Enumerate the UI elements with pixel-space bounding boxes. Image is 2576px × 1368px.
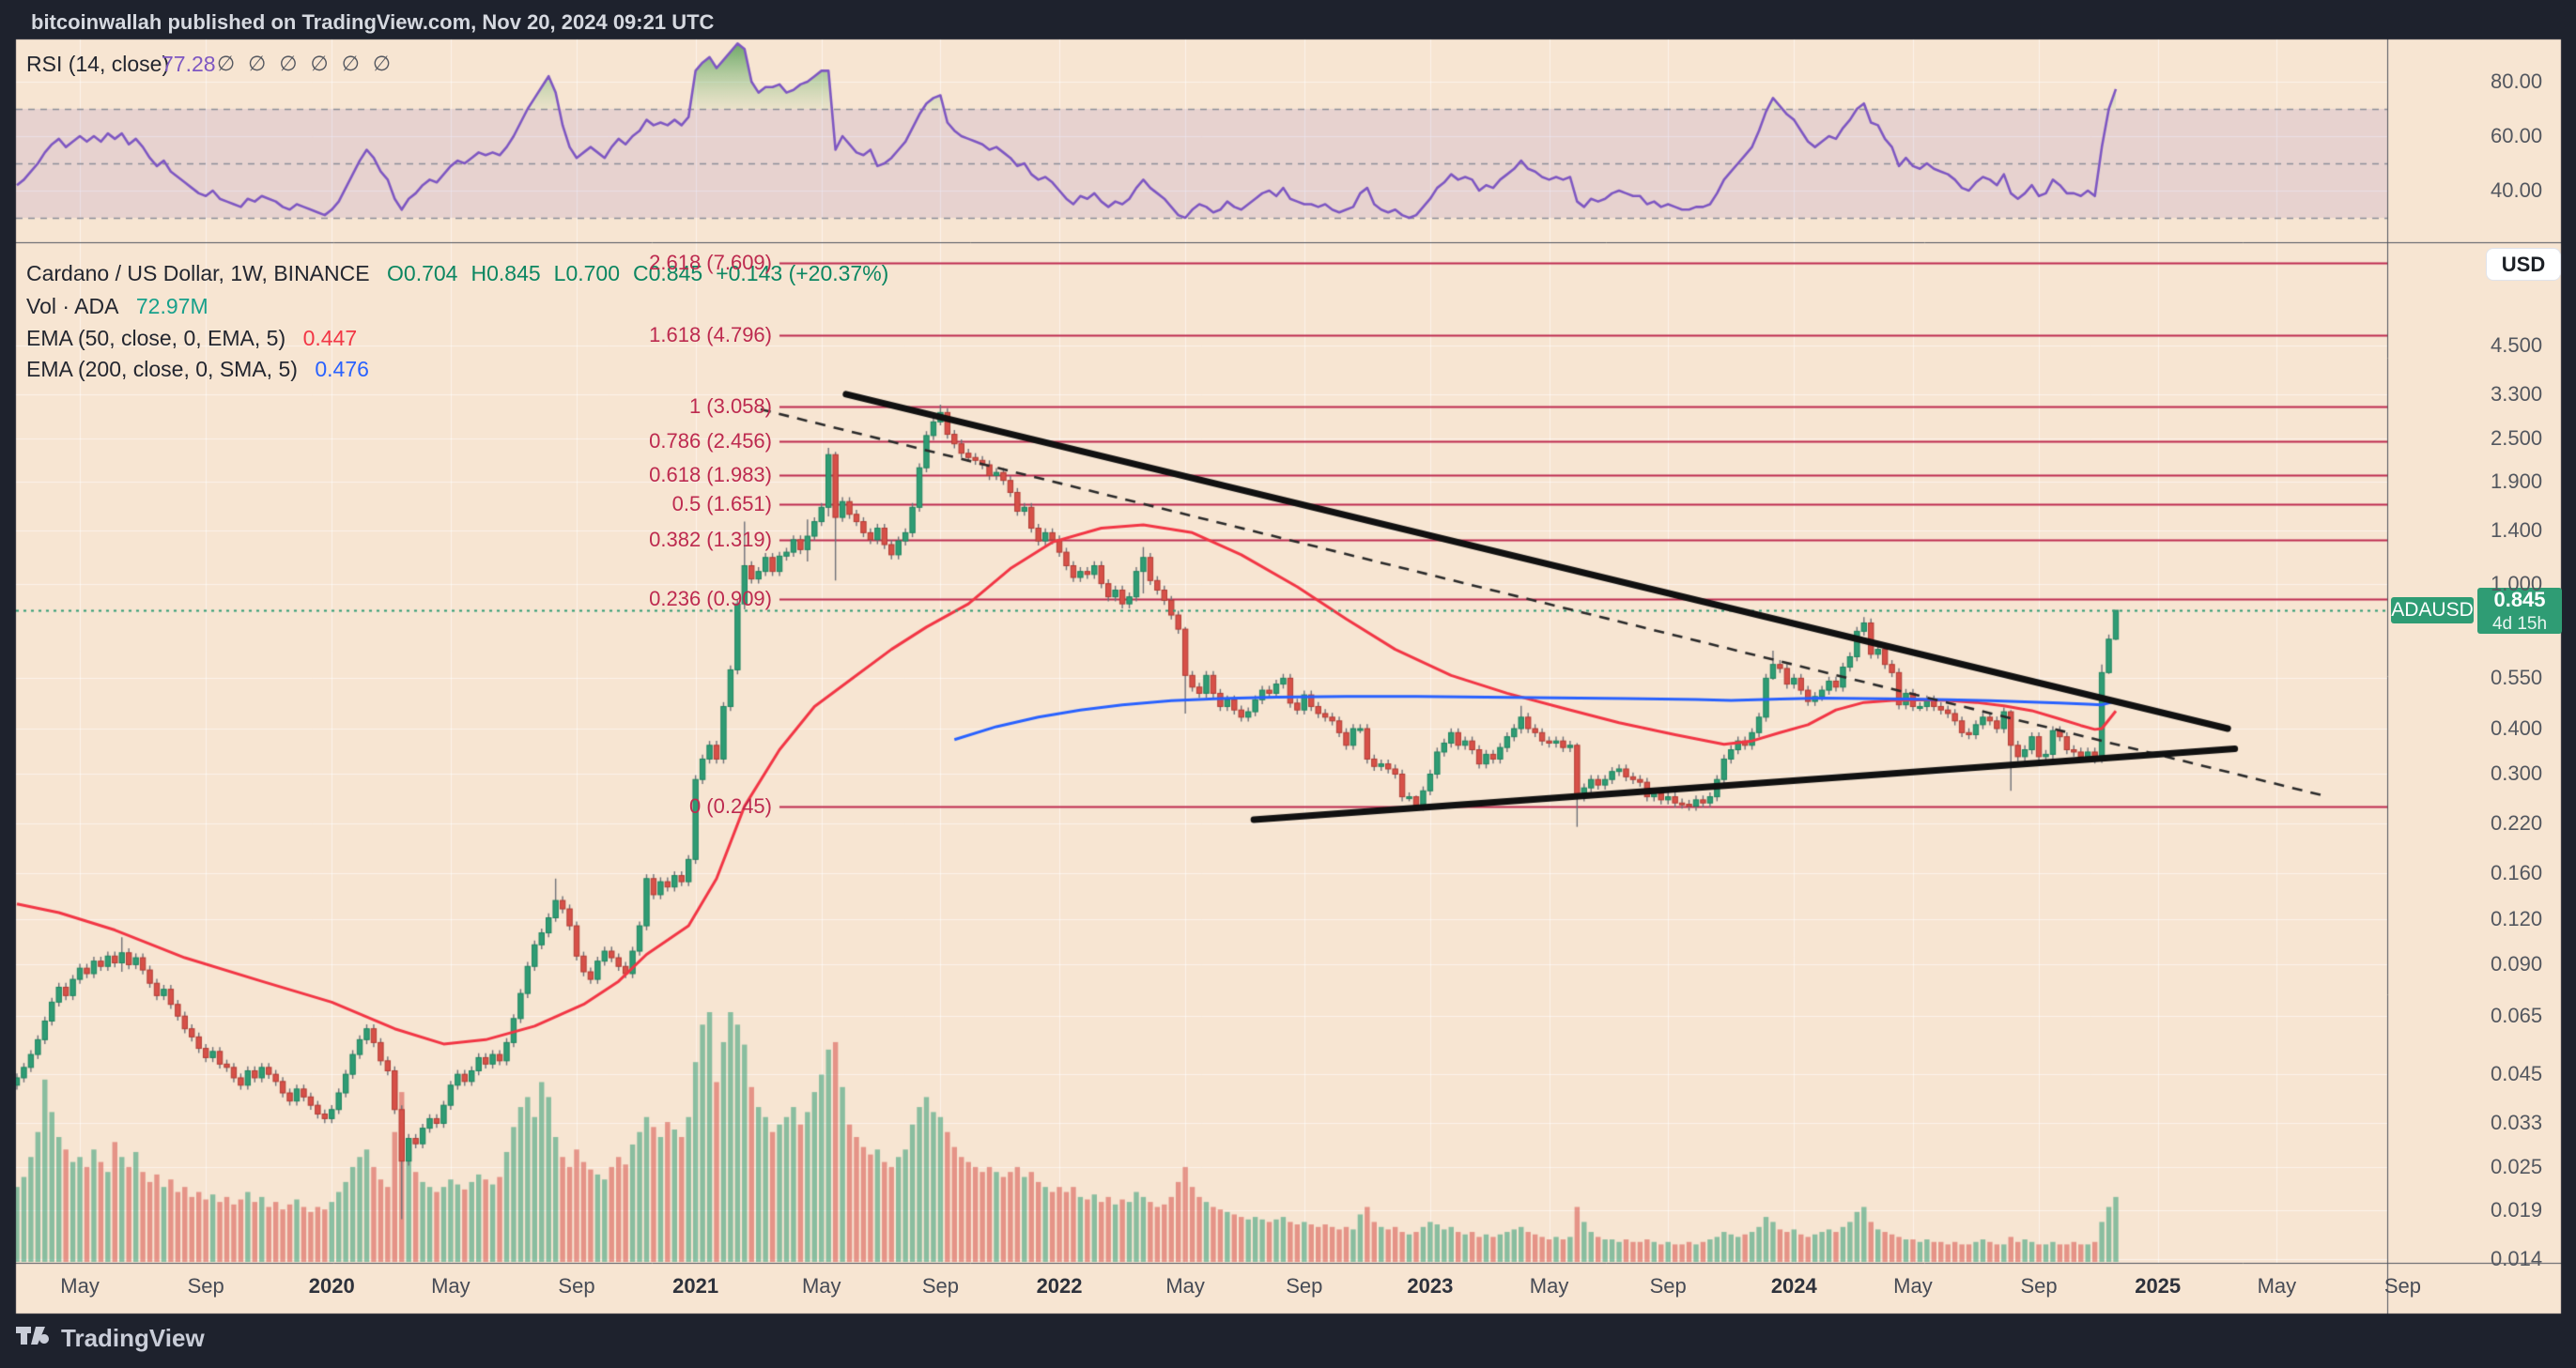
price-tick-0.400: 0.400	[2491, 716, 2543, 741]
price-tick-0.120: 0.120	[2491, 906, 2543, 930]
time-tick-May-167: May	[1165, 1274, 1205, 1298]
ema50-legend-row[interactable]: EMA (50, close, 0, EMA, 5) 0.447	[26, 328, 370, 349]
price-tick-1.900: 1.900	[2491, 469, 2543, 494]
volume-label[interactable]: Vol · ADA	[26, 294, 119, 318]
time-tick-Sep-27: Sep	[187, 1274, 224, 1298]
time-tick-Sep-132: Sep	[921, 1274, 959, 1298]
rsi-empty-values: ∅ ∅ ∅ ∅ ∅ ∅	[217, 54, 404, 74]
price-tick-0.065: 0.065	[2491, 1004, 2543, 1028]
ema200-legend-row[interactable]: EMA (200, close, 0, SMA, 5) 0.476	[26, 359, 382, 380]
rsi-empty-glyph: ∅	[279, 52, 298, 75]
time-tick-Sep-341: Sep	[2383, 1274, 2422, 1298]
fib-label-1.618: 1.618 (4.796)	[649, 323, 772, 347]
symbol-title[interactable]: Cardano / US Dollar, 1W, BINANCE	[26, 261, 370, 285]
fib-label-0.236: 0.236 (0.909)	[649, 586, 772, 610]
rsi-empty-glyph: ∅	[248, 52, 267, 75]
price-tick-0.019: 0.019	[2491, 1198, 2543, 1222]
rsi-empty-glyph: ∅	[341, 52, 360, 75]
ema200-label[interactable]: EMA (200, close, 0, SMA, 5)	[26, 357, 298, 381]
time-tick-Sep-289: Sep	[2020, 1274, 2058, 1298]
time-tick-May-219: May	[1529, 1274, 1569, 1298]
current-price: 0.845	[2493, 587, 2546, 611]
price-tick-1.400: 1.400	[2491, 517, 2543, 542]
price-tick-0.300: 0.300	[2491, 761, 2543, 786]
ohlc-value: O0.704	[387, 261, 458, 285]
time-tick-2024-254: 2024	[1770, 1274, 1817, 1298]
ohlc-value: C0.845	[633, 261, 703, 285]
ema200-value: 0.476	[315, 357, 369, 381]
tradingview-logo-icon	[16, 1326, 50, 1345]
price-tick-0.220: 0.220	[2491, 810, 2543, 835]
rsi-tick-80: 80.00	[2491, 69, 2543, 93]
fib-label-0.382: 0.382 (1.319)	[649, 527, 772, 551]
time-tick-Sep-184: Sep	[1286, 1274, 1323, 1298]
ema50-value: 0.447	[302, 326, 358, 350]
time-tick-2025-306: 2025	[2135, 1274, 2182, 1298]
ohlc-value: H0.845	[470, 261, 541, 285]
price-tick-0.160: 0.160	[2491, 861, 2543, 885]
fib-label-0: 0 (0.245)	[688, 793, 772, 818]
fib-label-0.5: 0.5 (1.651)	[671, 492, 772, 516]
rsi-indicator-label[interactable]: RSI (14, close)	[26, 52, 170, 76]
price-tick-1.000: 1.000	[2491, 571, 2543, 595]
ema50-label[interactable]: EMA (50, close, 0, EMA, 5)	[26, 326, 286, 350]
price-tick-0.550: 0.550	[2491, 666, 2543, 690]
symbol-price-tag: ADAUSD	[2391, 597, 2474, 623]
time-tick-2021-97: 2021	[672, 1274, 719, 1298]
time-tick-2022-149: 2022	[1036, 1274, 1083, 1298]
currency-usd-button[interactable]: USD	[2486, 248, 2561, 281]
price-tick-2.500: 2.500	[2491, 426, 2543, 451]
price-tick-0.090: 0.090	[2491, 952, 2543, 976]
time-tick-Sep-80: Sep	[558, 1274, 595, 1298]
price-tick-4.500: 4.500	[2491, 333, 2543, 358]
rsi-tick-40: 40.00	[2491, 178, 2543, 202]
volume-value: 72.97M	[135, 294, 208, 318]
symbol-legend-row[interactable]: Cardano / US Dollar, 1W, BINANCE O0.704 H…	[26, 263, 902, 284]
ohlc-value: L0.700	[553, 261, 621, 285]
rsi-value: 77.28	[162, 52, 216, 76]
price-tick-0.033: 0.033	[2491, 1111, 2543, 1135]
fib-label-0.786: 0.786 (2.456)	[649, 429, 772, 453]
price-tick-3.300: 3.300	[2491, 382, 2543, 407]
time-tick-2020-45: 2020	[308, 1274, 355, 1298]
volume-legend-row[interactable]: Vol · ADA 72.97M	[26, 296, 222, 317]
tradingview-logo[interactable]: TradingView	[16, 1324, 205, 1353]
rsi-empty-glyph: ∅	[217, 52, 236, 75]
fib-label-0.618: 0.618 (1.983)	[649, 463, 772, 487]
current-price-badge: 0.845 4d 15h	[2477, 588, 2562, 634]
publish-title: bitcoinwallah published on TradingView.c…	[31, 10, 715, 34]
tradingview-logo-text: TradingView	[61, 1324, 205, 1352]
candle-countdown: 4d 15h	[2491, 613, 2548, 634]
fib-label-1: 1 (3.058)	[688, 394, 772, 419]
rsi-empty-glyph: ∅	[372, 52, 392, 75]
time-tick-May-115: May	[801, 1274, 841, 1298]
time-tick-May-271: May	[1893, 1274, 1933, 1298]
fib-label-2.618: 2.618 (7.609)	[649, 250, 772, 274]
rsi-tick-60: 60.00	[2491, 124, 2543, 147]
price-tick-0.025: 0.025	[2491, 1155, 2543, 1179]
rsi-empty-glyph: ∅	[310, 52, 329, 75]
time-tick-May-323: May	[2257, 1274, 2297, 1298]
time-tick-Sep-236: Sep	[1649, 1274, 1687, 1298]
price-tick-0.045: 0.045	[2491, 1062, 2543, 1086]
time-tick-2023-202: 2023	[1407, 1274, 1454, 1298]
price-tick-0.014: 0.014	[2491, 1246, 2543, 1270]
time-tick-May-9: May	[60, 1274, 100, 1298]
time-tick-May-62: May	[431, 1274, 470, 1298]
ohlc-value: +0.143 (+20.37%)	[716, 261, 889, 285]
